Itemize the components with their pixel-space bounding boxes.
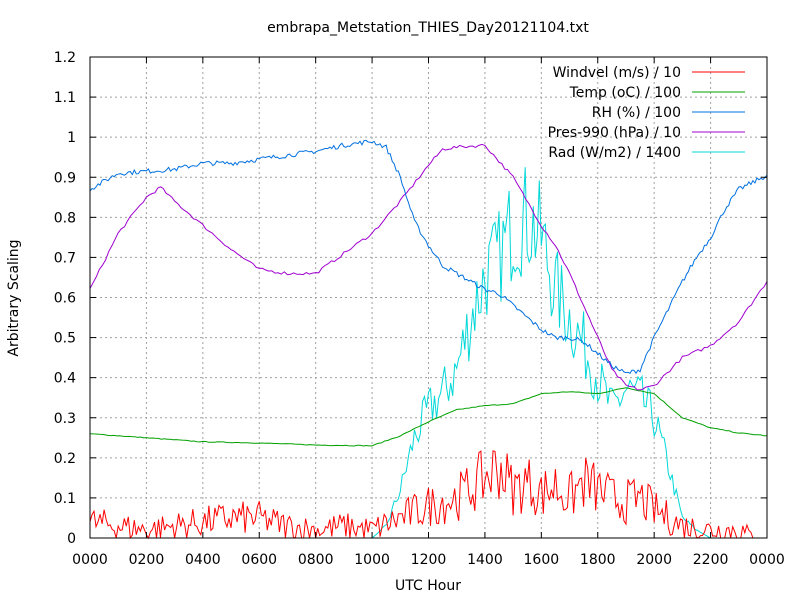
x-tick-label: 0400	[185, 552, 221, 568]
x-tick-label: 1200	[411, 552, 447, 568]
x-tick-label: 1000	[354, 552, 390, 568]
x-tick-label: 2000	[636, 552, 672, 568]
x-axis-label: UTC Hour	[395, 578, 461, 594]
x-tick-label: 0200	[129, 552, 165, 568]
y-axis-label: Arbitrary Scaling	[6, 239, 22, 356]
legend-label: Windvel (m/s) / 10	[553, 65, 681, 81]
legend-label: Rad (W/m2) / 1400	[548, 145, 681, 161]
legend-label: Pres-990 (hPa) / 10	[548, 125, 681, 141]
y-tick-label: 0.2	[54, 451, 76, 467]
series-line-2	[89, 139, 768, 375]
y-tick-label: 1.1	[54, 90, 76, 106]
y-tick-label: 0.5	[54, 331, 76, 347]
series-layer	[89, 139, 768, 540]
x-tick-label: 1600	[524, 552, 560, 568]
y-tick-label: 0.1	[54, 491, 76, 507]
series-line-1	[89, 387, 768, 447]
series-line-3	[89, 143, 768, 391]
y-tick-label: 1	[67, 130, 76, 146]
y-tick-label: 0	[67, 531, 76, 547]
grid	[90, 57, 767, 538]
y-tick-label: 0.4	[54, 371, 76, 387]
y-tick-label: 0.8	[54, 210, 76, 226]
y-tick-label: 0.6	[54, 291, 76, 307]
y-tick-label: 1.2	[54, 50, 76, 66]
x-tick-label: 2200	[693, 552, 729, 568]
series-line-0	[89, 450, 754, 540]
legend-label: RH (%) / 100	[592, 105, 681, 121]
tick-label-layer: 0000 0200 0400 0600 0800 1000 1200 1400 1600 1800…	[54, 50, 785, 568]
y-tick-label: 0.7	[54, 250, 76, 266]
y-tick-label: 0.9	[54, 170, 76, 186]
chart-title: embrapa_Metstation_THIES_Day20121104.txt	[267, 20, 589, 36]
x-tick-label: 0000	[749, 552, 785, 568]
legend: Windvel (m/s) / 10 Temp (oC) / 100 RH (%) …	[548, 65, 745, 161]
x-tick-label: 1400	[467, 552, 503, 568]
legend-label: Temp (oC) / 100	[569, 85, 681, 101]
x-tick-label: 0000	[72, 552, 108, 568]
x-tick-label: 1800	[580, 552, 616, 568]
x-tick-label: 0800	[298, 552, 334, 568]
tick-layer	[89, 56, 768, 539]
x-tick-label: 0600	[241, 552, 277, 568]
y-tick-label: 0.3	[54, 411, 76, 427]
